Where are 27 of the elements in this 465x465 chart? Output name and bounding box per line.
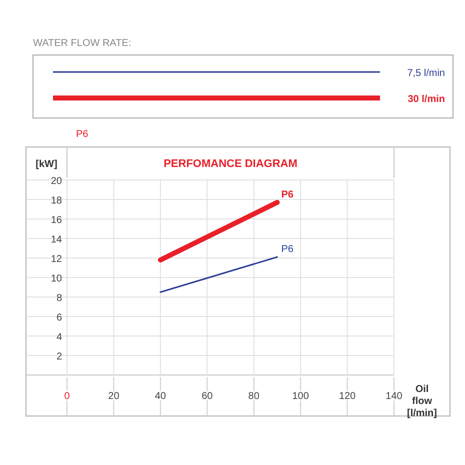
x-tick-label: 40 [154,391,166,402]
x-tick-label: 60 [202,391,214,402]
chart-title: PERFOMANCE DIAGRAM [164,158,298,170]
legend-title: WATER FLOW RATE: [33,38,132,49]
text: 30 l/min [408,94,445,105]
x-tick-label: 120 [338,391,356,402]
y-tick-label: 16 [50,215,62,226]
y-axis-title: [kW] [36,159,58,170]
annotation: P6 [281,244,294,256]
x-tick-label: 100 [292,391,310,402]
x-tick-label: 80 [248,391,260,402]
y-tick-label: 20 [50,176,62,187]
text: 7,5 l/min [407,68,445,79]
y-tick-label: 6 [56,312,62,324]
annotation: P6 [281,189,294,200]
x-tick-label: 20 [108,391,120,402]
y-tick-label: 2 [56,352,62,362]
x-tick-label: 0 [64,391,70,402]
y-tick-label: 14 [50,234,62,246]
text: P6 [76,129,89,140]
x-tick-label: 140 [386,391,403,402]
y-tick-label: 8 [56,293,62,304]
y-tick-label: 10 [50,274,62,284]
y-tick-label: 12 [50,254,62,265]
y-tick-label: 4 [56,332,62,343]
y-tick-label: 18 [50,196,62,206]
x-axis-title: Oil flow [l/min] [407,384,437,419]
